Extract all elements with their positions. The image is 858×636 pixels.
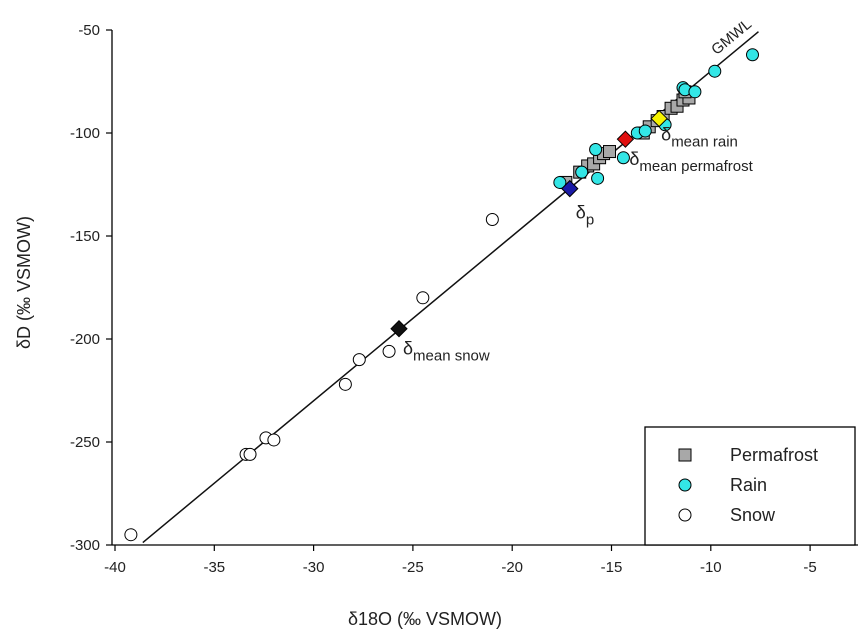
rain-point [553,175,567,189]
snow-point [124,528,138,542]
highlight-diamond [650,109,668,128]
y-tick-label: -300 [70,537,100,554]
y-tick-label: -250 [70,434,100,451]
rain-point [589,142,603,156]
snow-point [382,344,396,358]
x-tick-label: -25 [402,559,424,576]
legend-marker [678,478,692,492]
x-tick-label: -40 [104,559,126,576]
rain-point [575,165,589,179]
legend-marker [678,508,692,522]
snow-point [416,291,430,305]
highlight-label: δmean permafrost [629,149,753,175]
highlight-label: δp [576,203,594,229]
x-axis-title: δ18O (‰ VSMOW) [348,609,502,629]
snow-point [243,447,257,461]
highlight-label-sub: mean permafrost [639,158,753,175]
highlight-label: δmean rain [661,125,738,151]
highlight-diamond [390,319,408,338]
legend-marker [678,448,692,462]
y-tick-label: -100 [70,125,100,142]
x-tick-label: -5 [803,559,816,576]
highlight-label-main: δ [403,339,413,359]
legend-label: Snow [730,505,776,525]
y-axis: -300 -250 -200 -150 -100 -50 [70,22,112,554]
snow-point [267,433,281,447]
x-tick-label: -10 [700,559,722,576]
highlight-diamond [561,179,579,198]
axis-titles: δ18O (‰ VSMOW) δD (‰ VSMOW) [14,216,502,629]
x-tick-label: -20 [501,559,523,576]
legend: Permafrost Rain Snow [644,426,856,546]
rain-point [616,151,630,165]
rain-point [591,171,605,185]
highlight-label-main: δ [629,149,639,169]
snow-point [338,377,352,391]
y-tick-label: -150 [70,228,100,245]
x-tick-label: -15 [601,559,623,576]
legend-label: Permafrost [730,445,818,465]
x-tick-label: -30 [303,559,325,576]
highlight-label-sub: mean rain [671,134,738,151]
highlight-diamond [616,130,635,148]
rain-point [688,85,702,99]
x-axis: -40 -35 -30 -25 -20 -15 -10 -5 [104,545,817,576]
rain-point [708,64,722,78]
highlight-label-sub: p [586,212,594,229]
highlight-label-main: δ [576,203,586,223]
permafrost-point [603,145,617,159]
highlight-label: δmean snow [403,339,490,365]
y-tick-label: -200 [70,331,100,348]
snow-point [352,353,366,367]
rain-point [746,48,760,62]
highlight-label-sub: mean snow [413,348,490,365]
legend-label: Rain [730,475,767,495]
snow-point [485,213,499,227]
highlight-label-main: δ [661,125,671,145]
y-tick-label: -50 [78,22,100,39]
rain-point [638,124,652,138]
x-tick-label: -35 [203,559,225,576]
y-axis-title: δD (‰ VSMOW) [14,216,34,349]
